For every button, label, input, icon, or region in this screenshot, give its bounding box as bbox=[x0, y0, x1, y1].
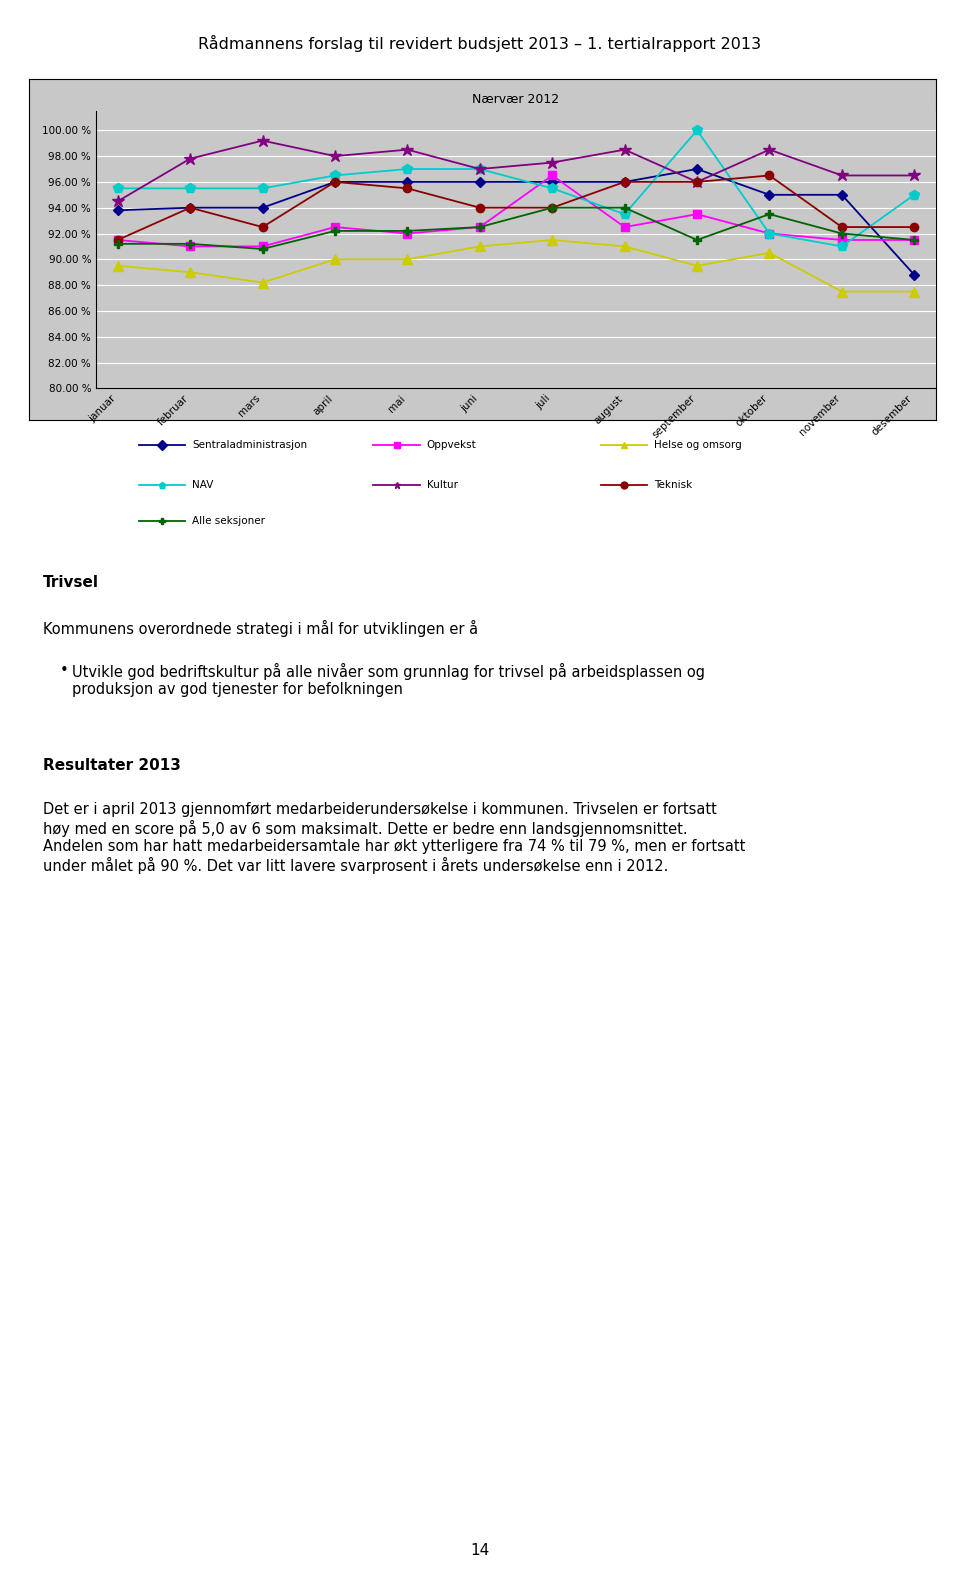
Text: 14: 14 bbox=[470, 1542, 490, 1558]
Text: Sentraladministrasjon: Sentraladministrasjon bbox=[192, 441, 307, 450]
Text: Oppvekst: Oppvekst bbox=[426, 441, 476, 450]
Text: NAV: NAV bbox=[192, 480, 214, 490]
Text: Helse og omsorg: Helse og omsorg bbox=[654, 441, 742, 450]
Text: •: • bbox=[60, 663, 68, 677]
Text: Utvikle god bedriftskultur på alle nivåer som grunnlag for trivsel på arbeidspla: Utvikle god bedriftskultur på alle nivåe… bbox=[72, 663, 705, 697]
Text: Kommunens overordnede strategi i mål for utviklingen er å: Kommunens overordnede strategi i mål for… bbox=[43, 620, 478, 637]
Text: Trivsel: Trivsel bbox=[43, 575, 99, 590]
Text: Det er i april 2013 gjennomført medarbeiderundersøkelse i kommunen. Trivselen er: Det er i april 2013 gjennomført medarbei… bbox=[43, 802, 746, 873]
Title: Nærvær 2012: Nærvær 2012 bbox=[472, 92, 560, 106]
Text: Kultur: Kultur bbox=[426, 480, 458, 490]
Text: Rådmannens forslag til revidert budsjett 2013 – 1. tertialrapport 2013: Rådmannens forslag til revidert budsjett… bbox=[199, 35, 761, 52]
Text: Alle seksjoner: Alle seksjoner bbox=[192, 515, 265, 526]
Text: Teknisk: Teknisk bbox=[654, 480, 692, 490]
Text: Resultater 2013: Resultater 2013 bbox=[43, 758, 181, 772]
